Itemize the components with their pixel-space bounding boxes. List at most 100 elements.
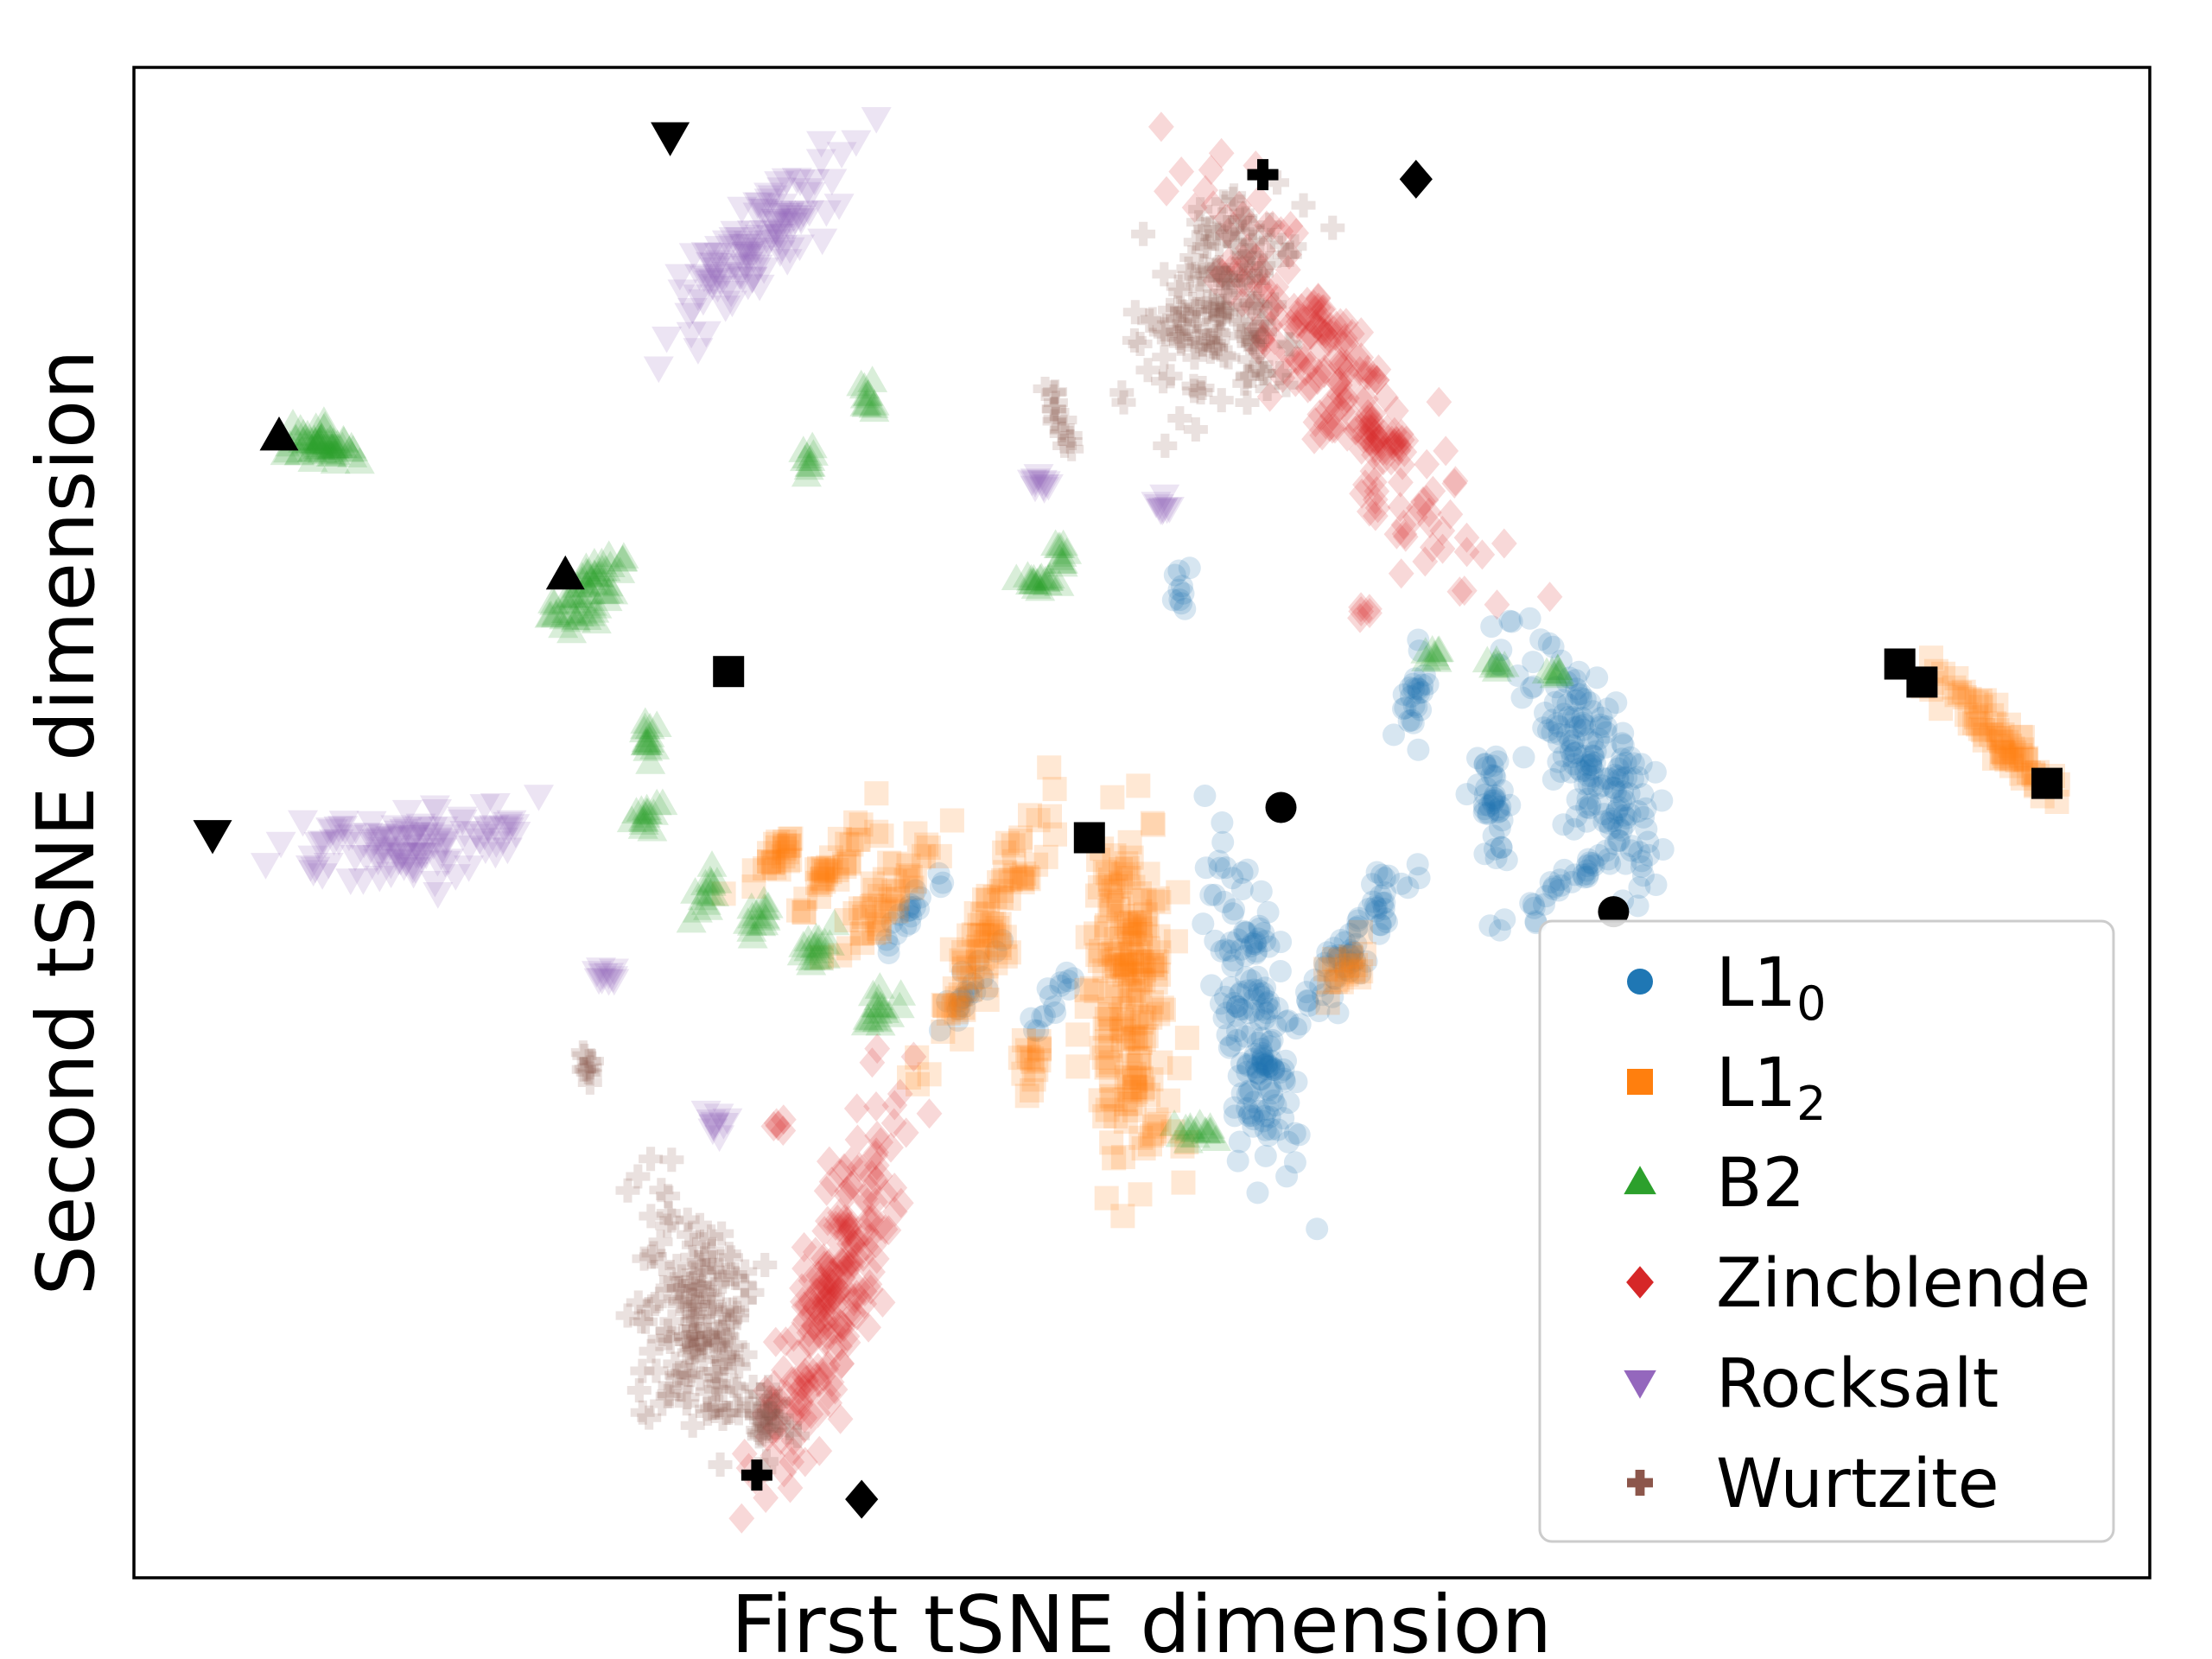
data-point <box>857 365 888 392</box>
data-point <box>1512 746 1535 769</box>
data-point <box>626 1164 651 1189</box>
data-point <box>1311 358 1338 389</box>
data-point <box>819 908 850 936</box>
data-point <box>1453 537 1480 568</box>
data-point <box>581 607 612 634</box>
data-point <box>708 1113 739 1140</box>
data-point <box>1559 760 1582 784</box>
data-point <box>1274 372 1299 397</box>
data-point <box>1334 962 1359 987</box>
data-point <box>880 1108 907 1139</box>
data-point <box>1542 653 1573 680</box>
data-point <box>733 273 764 301</box>
data-point <box>1348 919 1373 944</box>
data-point <box>1475 756 1498 779</box>
data-point <box>1410 486 1436 517</box>
data-point <box>1014 1038 1039 1063</box>
data-point <box>864 781 889 806</box>
data-point <box>1967 688 1993 713</box>
data-point <box>1295 321 1322 352</box>
data-point <box>1021 568 1052 594</box>
data-point <box>1402 711 1425 734</box>
data-point <box>1114 1092 1139 1117</box>
data-point <box>305 433 336 460</box>
data-point <box>779 1446 805 1478</box>
data-point <box>795 444 826 471</box>
data-point <box>1047 550 1078 577</box>
data-point <box>720 220 751 248</box>
data-point <box>1287 1123 1311 1147</box>
data-point <box>764 229 795 256</box>
data-point <box>1220 187 1245 212</box>
data-point <box>1273 1070 1296 1093</box>
data-point <box>1389 872 1413 895</box>
data-point <box>841 1297 868 1328</box>
data-point <box>1239 1080 1262 1103</box>
data-point <box>572 1043 597 1068</box>
data-point <box>571 1057 596 1082</box>
data-point <box>1473 798 1497 821</box>
data-point <box>323 816 354 843</box>
data-point <box>1564 741 1587 764</box>
data-point <box>365 842 396 869</box>
data-point <box>1275 1010 1299 1033</box>
data-point <box>628 808 659 835</box>
data-point <box>1357 598 1382 628</box>
data-point <box>1221 217 1246 242</box>
data-point <box>1541 709 1564 732</box>
data-point <box>1230 200 1256 232</box>
data-point <box>881 879 906 904</box>
highlight-point <box>845 1479 879 1519</box>
data-point <box>765 240 796 267</box>
data-point <box>1488 918 1511 942</box>
data-point <box>1651 838 1675 861</box>
legend-label: B2 <box>1716 1145 1805 1223</box>
data-point <box>669 1264 694 1289</box>
data-point <box>303 425 334 453</box>
data-point <box>1198 257 1223 283</box>
data-point <box>695 1322 720 1347</box>
data-point <box>1982 711 2007 736</box>
data-point <box>1590 706 1613 729</box>
data-point <box>580 1049 604 1074</box>
data-point <box>309 831 340 858</box>
data-point <box>817 860 842 885</box>
data-point <box>1407 738 1430 761</box>
data-point <box>1092 958 1117 983</box>
data-point <box>988 885 1014 910</box>
data-point <box>1294 372 1321 404</box>
data-point <box>976 883 1001 908</box>
data-point <box>1202 265 1229 296</box>
data-point <box>1146 1001 1171 1027</box>
data-point <box>1219 931 1243 954</box>
data-point <box>1251 1046 1274 1070</box>
data-point <box>1248 357 1272 381</box>
data-point <box>1046 547 1077 574</box>
data-point <box>714 1323 739 1348</box>
data-point <box>750 904 781 931</box>
data-point <box>1549 874 1573 897</box>
data-point <box>838 1246 864 1277</box>
data-point <box>499 814 531 841</box>
data-point <box>1374 907 1397 931</box>
data-point <box>1062 967 1084 990</box>
data-point <box>296 426 327 454</box>
data-point <box>322 429 353 456</box>
legend-marker <box>1627 969 1653 995</box>
data-point <box>1033 844 1058 869</box>
data-point <box>541 601 571 628</box>
data-point <box>715 281 747 308</box>
data-point <box>1349 478 1375 509</box>
data-point <box>828 1247 855 1277</box>
data-point <box>297 435 328 461</box>
data-point <box>366 823 397 850</box>
data-point <box>1179 245 1205 270</box>
data-point <box>1123 1027 1147 1052</box>
data-point <box>1140 307 1165 332</box>
data-point <box>1354 404 1381 435</box>
data-point <box>1023 464 1054 491</box>
data-point <box>1130 1077 1155 1102</box>
data-point <box>1122 1098 1147 1122</box>
data-point <box>1471 645 1503 673</box>
data-point <box>2014 746 2039 771</box>
